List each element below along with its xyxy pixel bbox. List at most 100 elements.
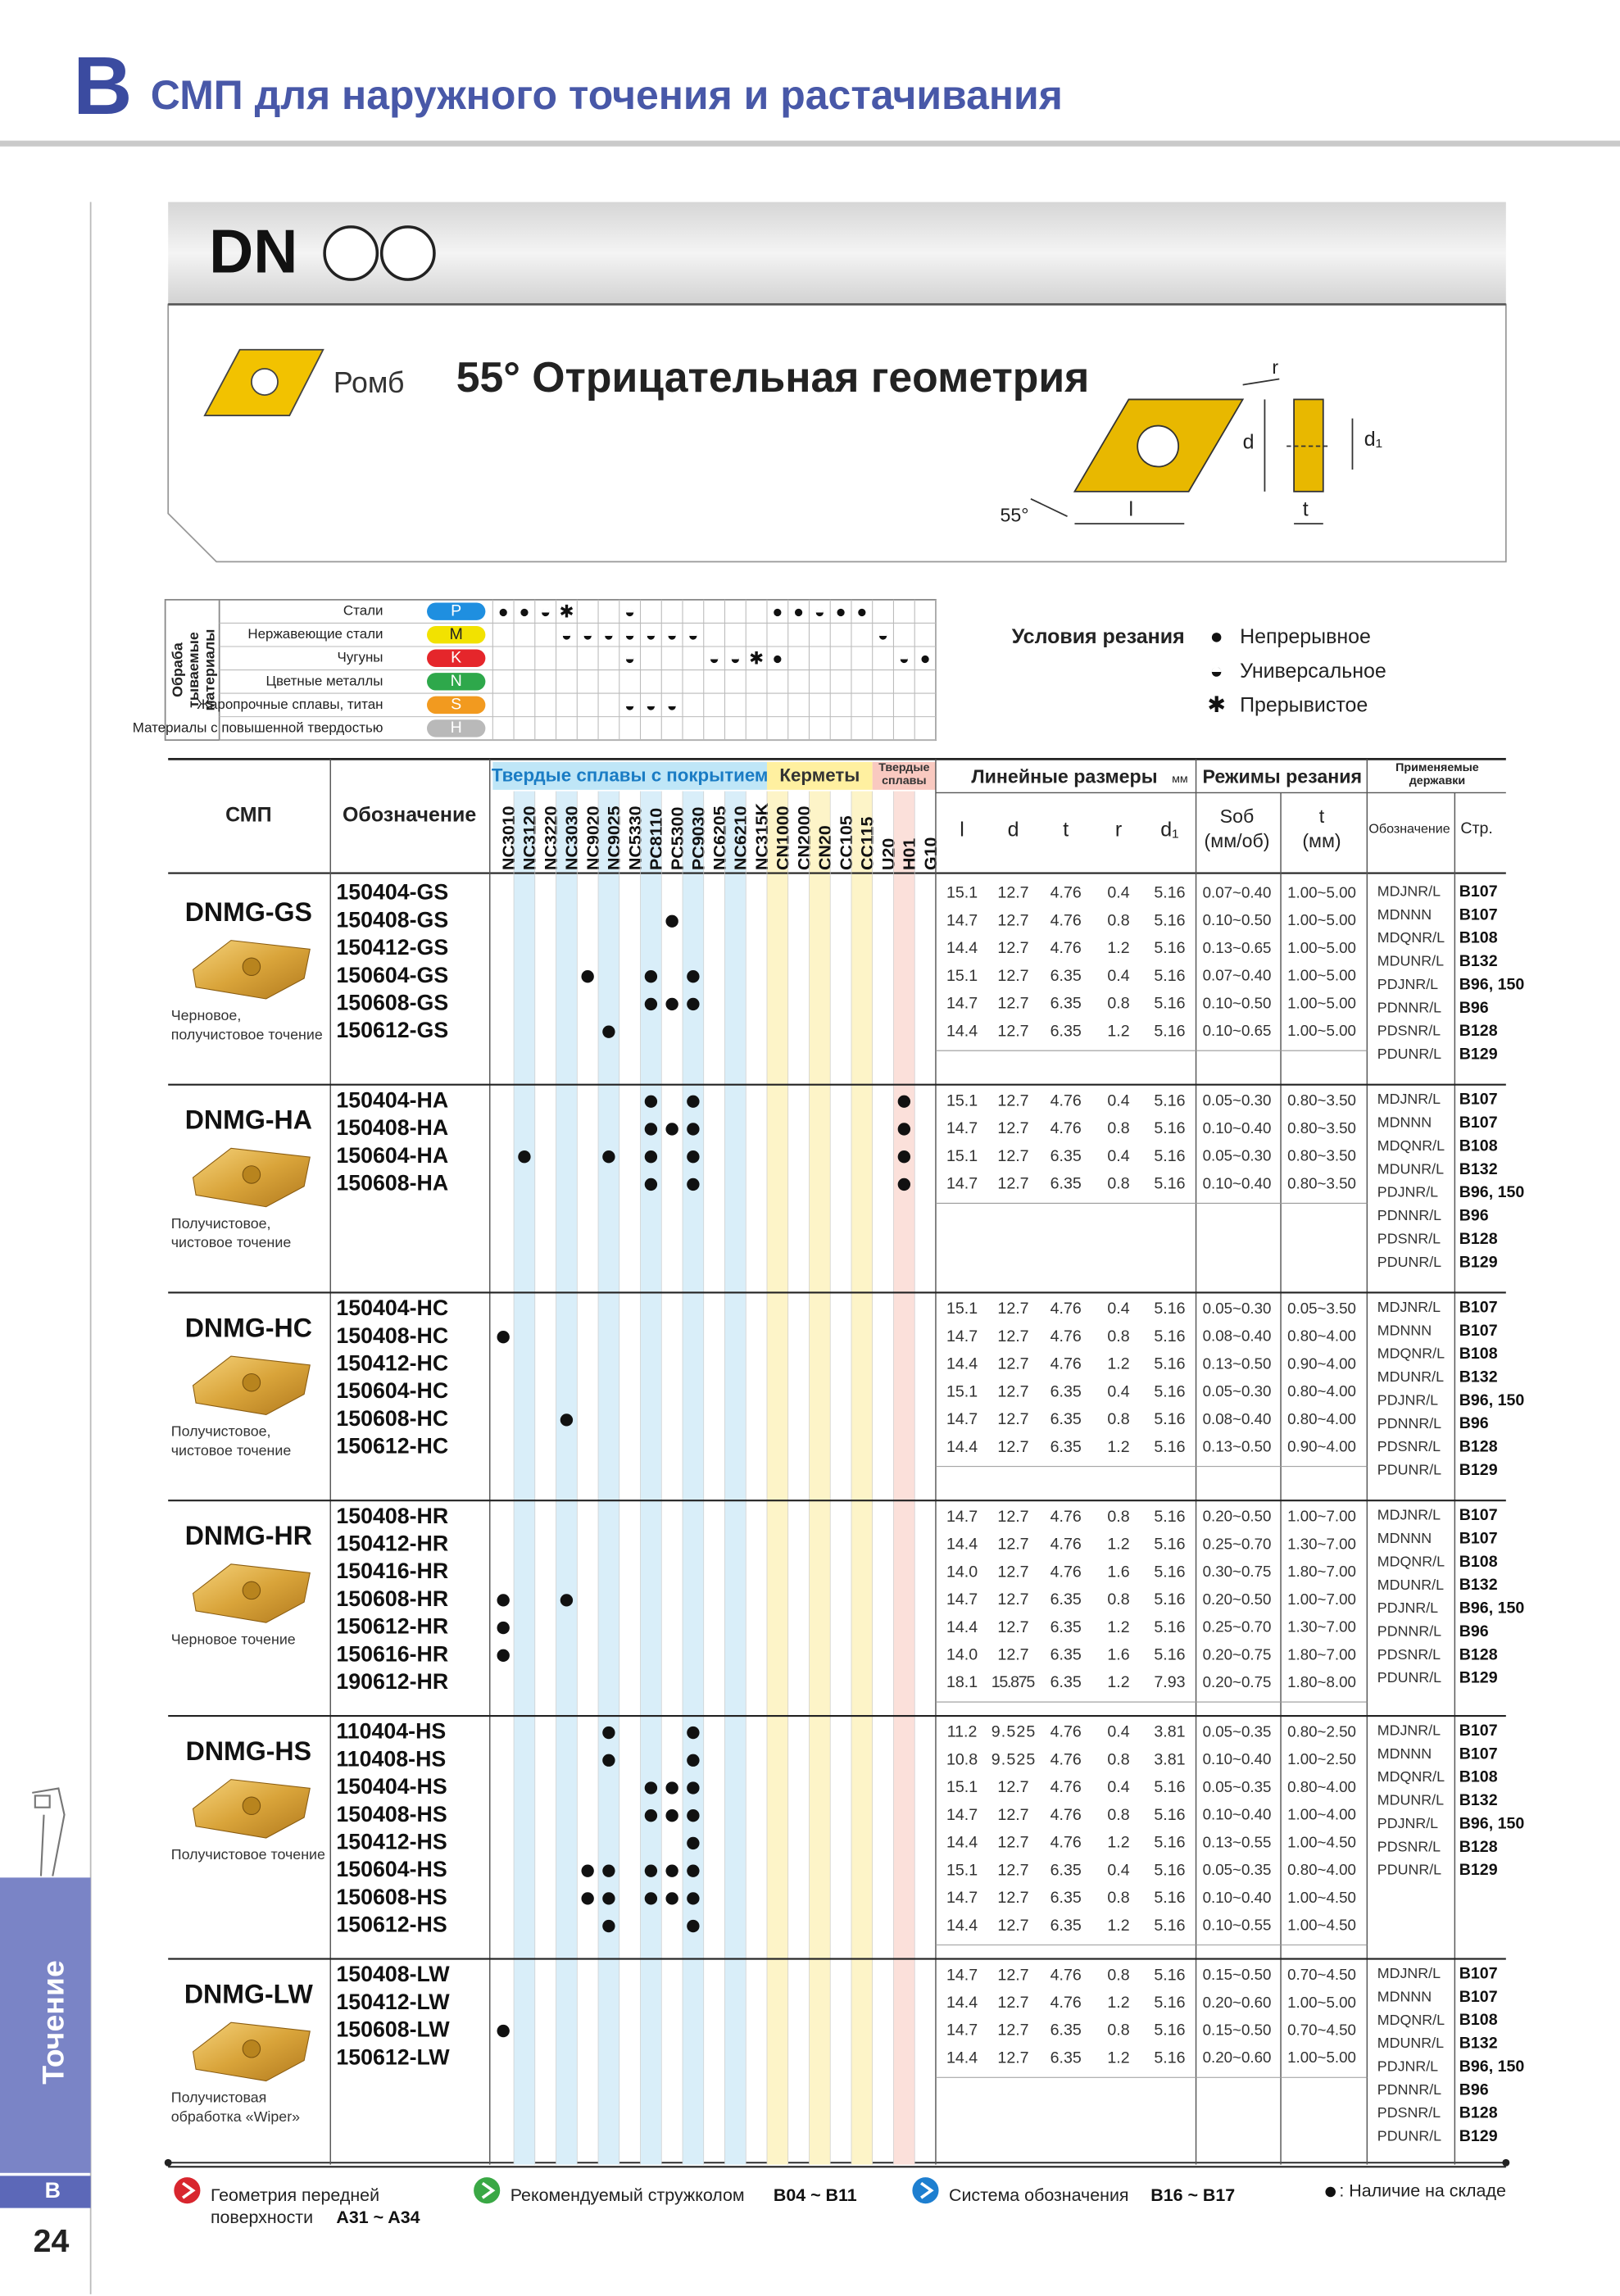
- section-letter: B: [73, 41, 132, 132]
- holder-name: PDJNR/L: [1377, 1184, 1438, 1200]
- stock-dot: [644, 1809, 658, 1822]
- footer-icon: [474, 2177, 501, 2204]
- holder-name: MDJNR/L: [1377, 1299, 1441, 1315]
- dimension-value: 14.4: [946, 1618, 978, 1636]
- group-description: Получистовое,: [171, 1215, 271, 1232]
- grade-name: NC9020: [583, 805, 603, 870]
- dimension-value: 14.4: [946, 1536, 978, 1554]
- grade-group-header: [766, 761, 873, 790]
- dimension-value: 3.81: [1154, 1723, 1185, 1741]
- product-code: DN: [209, 216, 297, 285]
- feed-value: 0.20~0.75: [1203, 1673, 1272, 1690]
- dims-column: l: [960, 818, 964, 841]
- holder-page: B107: [1459, 1529, 1498, 1547]
- condition-mark: ●: [836, 602, 846, 622]
- dimension-value: 1.2: [1107, 1994, 1129, 2012]
- holder-page: B96, 150: [1459, 1183, 1525, 1201]
- depth-value: 1.00~4.50: [1287, 1833, 1356, 1850]
- dimension-value: 14.7: [946, 995, 978, 1013]
- holder-page: B107: [1459, 1722, 1498, 1740]
- group-name: DNMG-GS: [185, 897, 312, 927]
- dimension-value: 4.76: [1051, 1327, 1082, 1345]
- stock-note: : Наличие на складе: [1339, 2181, 1505, 2201]
- material-code: N: [451, 672, 462, 690]
- dimension-value: 4.76: [1051, 1536, 1082, 1554]
- holder-page: B96, 150: [1459, 1599, 1525, 1618]
- group-description: Черновое,: [171, 1007, 242, 1023]
- holder-name: PDSNR/L: [1377, 1838, 1441, 1854]
- dimension-value: 4.76: [1051, 1994, 1082, 2012]
- depth-value: 0.80~4.00: [1287, 1382, 1356, 1400]
- footer-link-ref[interactable]: B04 ~ B11: [774, 2185, 857, 2205]
- stock-dot: [644, 1781, 658, 1795]
- dimension-value: 12.7: [997, 1147, 1028, 1165]
- depth-value: 1.00~4.50: [1287, 1889, 1356, 1906]
- dimension-value: 12.7: [997, 911, 1028, 929]
- material-code: P: [451, 601, 461, 619]
- stock-dot: [602, 1919, 615, 1933]
- grade-name: NC5330: [625, 805, 645, 870]
- dimension-value: 0.8: [1107, 1508, 1129, 1526]
- holder-page: B107: [1459, 1114, 1498, 1132]
- dimension-value: 14.4: [946, 1022, 978, 1040]
- stock-dot: [560, 1594, 574, 1607]
- dimension-value: 1.6: [1107, 1563, 1129, 1581]
- grade-name: CN1000: [774, 805, 793, 870]
- holder-name: MDNNN: [1377, 1745, 1432, 1762]
- dimension-value: 4.76: [1051, 1119, 1082, 1137]
- holder-page: B128: [1459, 1838, 1498, 1856]
- holder-page: B96: [1459, 1207, 1489, 1225]
- feed-value: 0.13~0.55: [1203, 1833, 1272, 1850]
- dimension-value: 12.7: [997, 1508, 1028, 1526]
- dimension-value: 1.6: [1107, 1646, 1129, 1664]
- feed-value: 0.10~0.40: [1203, 1750, 1272, 1767]
- dimension-value: 10.8: [946, 1750, 978, 1768]
- depth-value: 0.90~4.00: [1287, 1438, 1356, 1455]
- depth-value: 0.70~4.50: [1287, 2021, 1356, 2038]
- feed-value: 0.05~0.35: [1203, 1722, 1272, 1740]
- material-code: S: [451, 696, 461, 714]
- dimension-value: 12.7: [997, 1778, 1028, 1796]
- feed-value: 0.20~0.60: [1203, 1994, 1272, 2011]
- insert-code: 190612-HR: [336, 1669, 448, 1694]
- condition-mark: ◒: [583, 625, 593, 645]
- holder-page: B108: [1459, 929, 1498, 947]
- dimension-value: 4.76: [1051, 1834, 1082, 1852]
- dimension-value: 0.4: [1107, 1300, 1129, 1318]
- holder-name: MDQNR/L: [1377, 1553, 1445, 1569]
- dimension-value: 14.7: [946, 1410, 978, 1428]
- dimension-value: 5.16: [1154, 1175, 1185, 1193]
- dimension-value: 15.875: [992, 1673, 1036, 1691]
- holder-name: MDQNR/L: [1377, 1137, 1445, 1154]
- feed-header: (мм/об): [1205, 830, 1270, 851]
- dimension-value: 5.16: [1154, 1147, 1185, 1165]
- grade-name: PC9030: [689, 807, 709, 870]
- holder-name: MDJNR/L: [1377, 1507, 1441, 1523]
- feed-value: 0.30~0.75: [1203, 1563, 1272, 1580]
- sidebar-tab: [0, 1877, 91, 2173]
- dimension-value: 6.35: [1051, 995, 1082, 1013]
- holder-page: B129: [1459, 1253, 1498, 1271]
- group-name: DNMG-HS: [186, 1736, 311, 1766]
- footer-link-ref[interactable]: A31 ~ A34: [336, 2208, 420, 2227]
- footer-link-ref[interactable]: B16 ~ B17: [1150, 2185, 1235, 2205]
- dimension-value: 12.7: [997, 2021, 1028, 2040]
- grade-name: NC3120: [520, 805, 540, 870]
- dimension-value: 12.7: [997, 1806, 1028, 1824]
- feed-value: 0.20~0.60: [1203, 2049, 1272, 2066]
- stock-dot: [665, 1123, 678, 1136]
- holder-page: B107: [1459, 1506, 1498, 1524]
- dim-label: t: [1303, 498, 1309, 521]
- dimension-value: 4.76: [1051, 884, 1082, 902]
- dims-unit: мм: [1172, 773, 1188, 786]
- dim-label: 55°: [1000, 504, 1028, 525]
- stock-legend-dot: [1325, 2186, 1336, 2198]
- dimension-value: 1.2: [1107, 1022, 1129, 1040]
- holder-page: B132: [1459, 1368, 1498, 1386]
- feed-value: 0.08~0.40: [1203, 1410, 1272, 1427]
- holder-page-header: Стр.: [1460, 819, 1492, 837]
- insert-code: 150408-GS: [336, 907, 448, 932]
- insert-code: 150412-HR: [336, 1531, 448, 1555]
- holder-page: B107: [1459, 1298, 1498, 1316]
- dimension-value: 0.4: [1107, 1723, 1129, 1741]
